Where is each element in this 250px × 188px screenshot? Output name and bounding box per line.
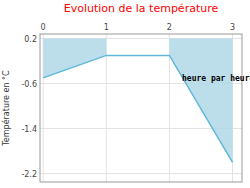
plot-frame bbox=[40, 34, 242, 182]
area bbox=[169, 39, 232, 163]
plot-area bbox=[43, 39, 232, 163]
x-tick-label: 2 bbox=[167, 23, 172, 32]
x-tick-label: 1 bbox=[104, 23, 109, 32]
y-tick-label: -0.6 bbox=[21, 80, 37, 89]
y-tick-label: -1.4 bbox=[21, 125, 37, 134]
y-grid-line bbox=[40, 173, 242, 174]
chart-container: Evolution de la température Température e… bbox=[0, 0, 250, 188]
x-tick-label: 3 bbox=[230, 23, 235, 32]
annotation: heure par heure bbox=[182, 74, 250, 83]
line bbox=[43, 55, 232, 162]
y-axis-label: Température en °C bbox=[1, 70, 11, 147]
y-tick-label: -2.2 bbox=[21, 170, 37, 179]
y-tick-label: 0.2 bbox=[24, 35, 37, 44]
grid bbox=[40, 34, 242, 182]
chart: Evolution de la température Température e… bbox=[0, 0, 250, 188]
title: Evolution de la température bbox=[64, 2, 219, 15]
x-tick-label: 0 bbox=[41, 23, 46, 32]
